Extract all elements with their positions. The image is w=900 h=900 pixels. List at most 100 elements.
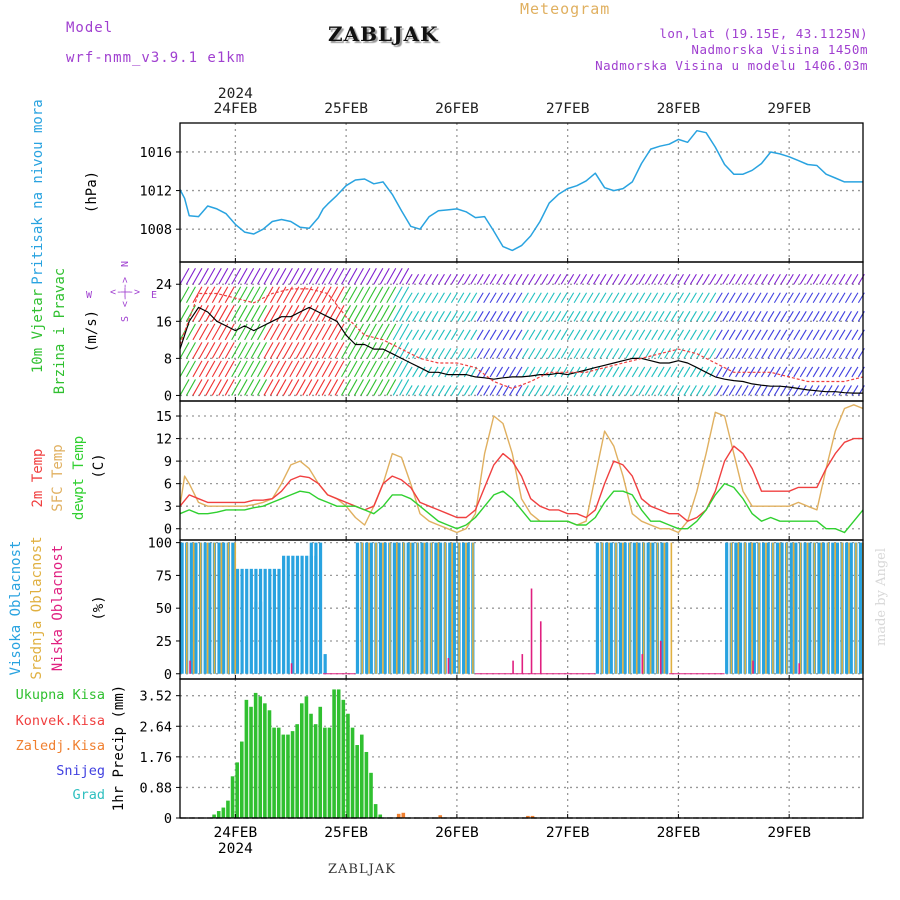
wind-ylabel-2: Brzina i Pravac [52, 268, 68, 394]
wind-barb [812, 366, 820, 378]
cloud-mid-bar [758, 542, 760, 674]
precip-total-bar [373, 804, 378, 818]
wind-barb [761, 273, 768, 285]
clouds-ytick-label: 25 [156, 634, 172, 650]
wind-barb [651, 348, 659, 359]
bottom-day-label: 28FEB [657, 825, 701, 841]
wind-barb [295, 379, 306, 396]
wind-barb [269, 323, 280, 341]
wind-barb [289, 323, 300, 341]
cloud-mid-bar [430, 542, 433, 674]
wind-barb [651, 329, 659, 341]
wind-barb [793, 366, 801, 378]
wind-barb [683, 385, 691, 396]
wind-barb [605, 385, 613, 396]
cloud-high-bar [748, 542, 752, 674]
wind-barb [683, 273, 691, 285]
wind-barb [709, 273, 717, 285]
wind-barb [360, 286, 371, 304]
wind-barb [328, 323, 339, 341]
wind-barb [806, 348, 814, 359]
cloud-high-bar [452, 542, 456, 674]
wind-barb [470, 273, 478, 285]
wind-barb [767, 311, 775, 322]
pressure-line [179, 129, 863, 252]
wind-barb [618, 311, 626, 322]
wind-barb [412, 366, 420, 378]
wind-barb [282, 360, 293, 378]
wind-barb [728, 329, 736, 341]
wind-barb [761, 311, 768, 322]
wind-barb [224, 305, 235, 322]
wind-barb [302, 360, 313, 378]
wind-barb [431, 385, 439, 396]
wind-barb [786, 329, 794, 341]
wind-barb [509, 329, 516, 341]
wind-barb [728, 311, 736, 322]
cloud-high-bar [245, 568, 249, 674]
wind-barb [851, 273, 859, 285]
wind-barb [521, 292, 529, 304]
wind-barb [185, 342, 196, 359]
wind-barb [741, 292, 749, 304]
wind-barb [819, 385, 827, 396]
wind-barb [502, 329, 510, 341]
wind-barb [677, 329, 684, 341]
wind-barb [689, 311, 697, 322]
wind-barb [360, 267, 371, 285]
wind-barb [282, 305, 293, 322]
wind-barb [689, 329, 697, 341]
cloud-high-bar [845, 542, 849, 674]
precip-legend-item: Zaledj.Kisa [16, 738, 105, 754]
wind-barb [237, 379, 248, 396]
cloud-mid-bar [744, 542, 747, 674]
wind-barb [573, 329, 581, 341]
wind-barb [806, 273, 814, 285]
precip-total-bar [309, 713, 313, 818]
wind-barb [605, 273, 613, 285]
cloud-high-bar [595, 542, 600, 674]
wind-barb [509, 311, 516, 322]
wind-barb [302, 379, 313, 396]
cloud-low-bar [530, 588, 533, 674]
cloud-mid-bar [622, 542, 624, 674]
cloud-high-bar [831, 542, 835, 674]
wind-barb [605, 329, 613, 341]
wind-barb [211, 342, 222, 359]
wind-barb [373, 323, 384, 341]
wind-barb [554, 292, 562, 304]
wind-barb [224, 342, 235, 359]
wind-barb [657, 329, 665, 341]
wind-barb [664, 273, 672, 285]
precip-ylabel: 1hr Precip (mm) [111, 685, 127, 811]
wind-barb [224, 323, 235, 341]
wind-barb [722, 385, 730, 396]
wind-barb [748, 311, 756, 322]
wind-barb [489, 292, 497, 304]
precip-ytick-label: 0.88 [139, 780, 172, 796]
cloud-high-bar [217, 542, 221, 674]
wind-barb [761, 348, 768, 359]
cloud-mid-bar [382, 542, 384, 674]
wind-barb [780, 366, 788, 378]
wind-barb [715, 385, 723, 396]
wind-barb [360, 305, 371, 322]
cloud-mid-bar [663, 542, 666, 674]
wind-barb [295, 360, 306, 378]
wind-barb [767, 292, 775, 304]
wind-barb [689, 366, 697, 378]
wind-barb [405, 385, 413, 396]
wind-barb [605, 348, 613, 359]
model-label: Model [66, 20, 114, 36]
wind-barb [722, 366, 730, 378]
wind-barb [670, 292, 678, 304]
wind-barb [418, 273, 426, 285]
wind-barb [437, 366, 445, 378]
top-day-label: 25FEB [324, 101, 368, 117]
wind-barb [832, 348, 840, 359]
wind-barb [502, 311, 510, 322]
wind-barb [573, 348, 581, 359]
wind-barb [192, 323, 203, 341]
wind-barb [521, 329, 529, 341]
wind-barb [638, 366, 646, 378]
